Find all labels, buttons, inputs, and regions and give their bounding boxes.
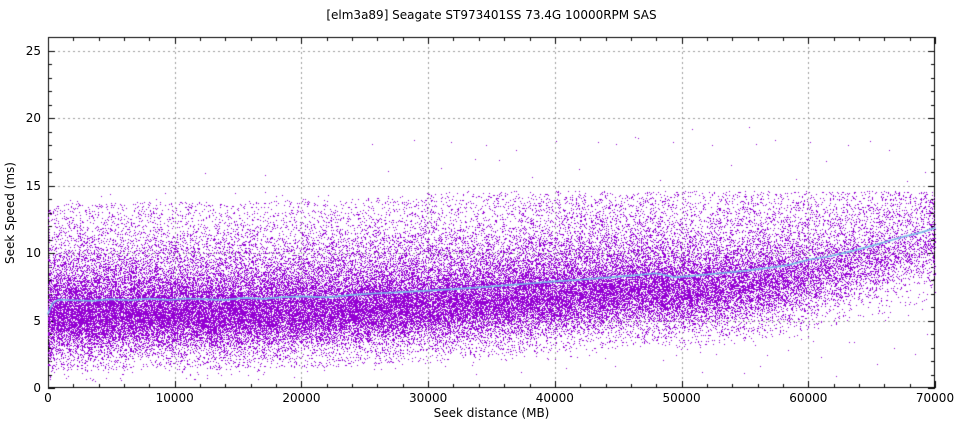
x-tick-label: 30000	[409, 391, 448, 405]
y-tick-label: 25	[25, 43, 41, 58]
x-tick-label: 40000	[535, 391, 574, 405]
y-tick-label: 20	[25, 111, 41, 125]
y-tick-label: 10	[25, 246, 41, 260]
x-tick-label: 0	[44, 391, 52, 405]
y-tick-label: 15	[25, 178, 41, 193]
x-tick-label: 10000	[155, 391, 194, 405]
x-axis-label: Seek distance (MB)	[433, 406, 550, 420]
x-tick-label: 20000	[282, 391, 321, 405]
y-tick-label: 0	[33, 381, 41, 395]
y-tick-label: 5	[33, 313, 41, 328]
x-tick-label: 70000	[915, 391, 955, 405]
chart-title: [elm3a89] Seagate ST973401SS 73.4G 10000…	[326, 8, 657, 22]
x-tick-label: 60000	[789, 391, 828, 405]
x-tick-label: 50000	[662, 391, 701, 405]
